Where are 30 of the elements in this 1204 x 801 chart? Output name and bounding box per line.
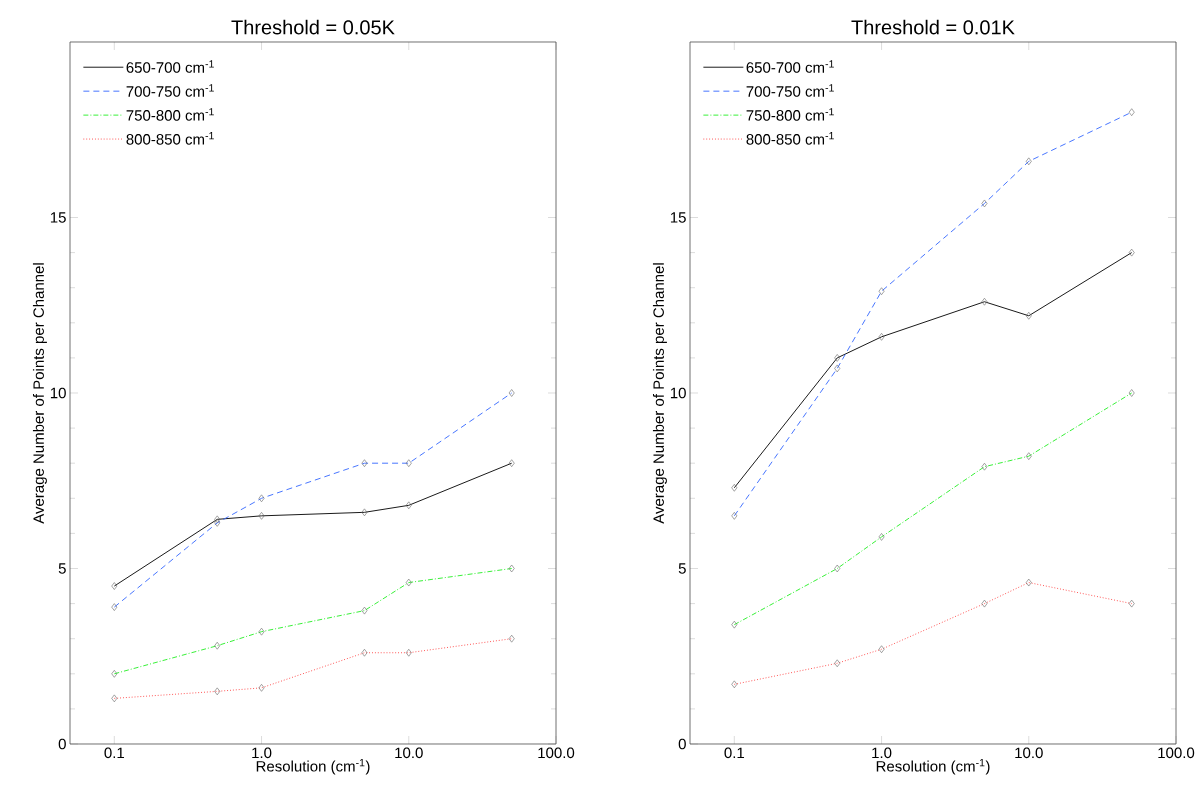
y-tick-label: 10 — [50, 387, 66, 399]
chart-title: Threshold = 0.01K — [851, 19, 1015, 35]
y-tick-label: 0 — [58, 738, 66, 750]
legend-label: 800-850 cm$^{-1}$ — [126, 132, 214, 145]
y-tick-label: 15 — [50, 212, 66, 223]
legend-label: 650-700 cm$^{-1}$ — [746, 60, 834, 73]
y-tick-label: 10 — [670, 387, 686, 399]
x-tick-label: 100.0 — [538, 747, 575, 759]
x-axis-title: Resolution (cm$^{-1}$) — [876, 759, 990, 775]
chart-title: Threshold = 0.05K — [231, 19, 395, 35]
y-tick-label: 15 — [670, 212, 686, 223]
x-tick-label: 10.0 — [1015, 747, 1043, 759]
x-tick-label: 100.0 — [1158, 747, 1195, 759]
legend-label: 750-800 cm$^{-1}$ — [126, 108, 214, 121]
y-tick-label: 5 — [58, 563, 66, 574]
legend-label: 800-850 cm$^{-1}$ — [746, 132, 834, 145]
legend-label: 650-700 cm$^{-1}$ — [126, 60, 214, 73]
x-tick-label: 0.1 — [104, 747, 125, 759]
legend-label: 700-750 cm$^{-1}$ — [746, 84, 834, 97]
y-axis-title: Average Number of Points per Channel — [32, 263, 47, 524]
x-tick-label: 10.0 — [395, 747, 423, 759]
y-tick-label: 0 — [678, 738, 686, 750]
y-tick-label: 5 — [678, 563, 686, 574]
y-axis-title: Average Number of Points per Channel — [652, 263, 667, 524]
x-axis-title: Resolution (cm$^{-1}$) — [256, 759, 370, 775]
x-tick-label: 1.0 — [252, 747, 272, 759]
legend-label: 750-800 cm$^{-1}$ — [746, 108, 834, 121]
legend-label: 700-750 cm$^{-1}$ — [126, 84, 214, 97]
x-tick-label: 1.0 — [872, 747, 892, 759]
x-tick-label: 0.1 — [724, 747, 745, 759]
